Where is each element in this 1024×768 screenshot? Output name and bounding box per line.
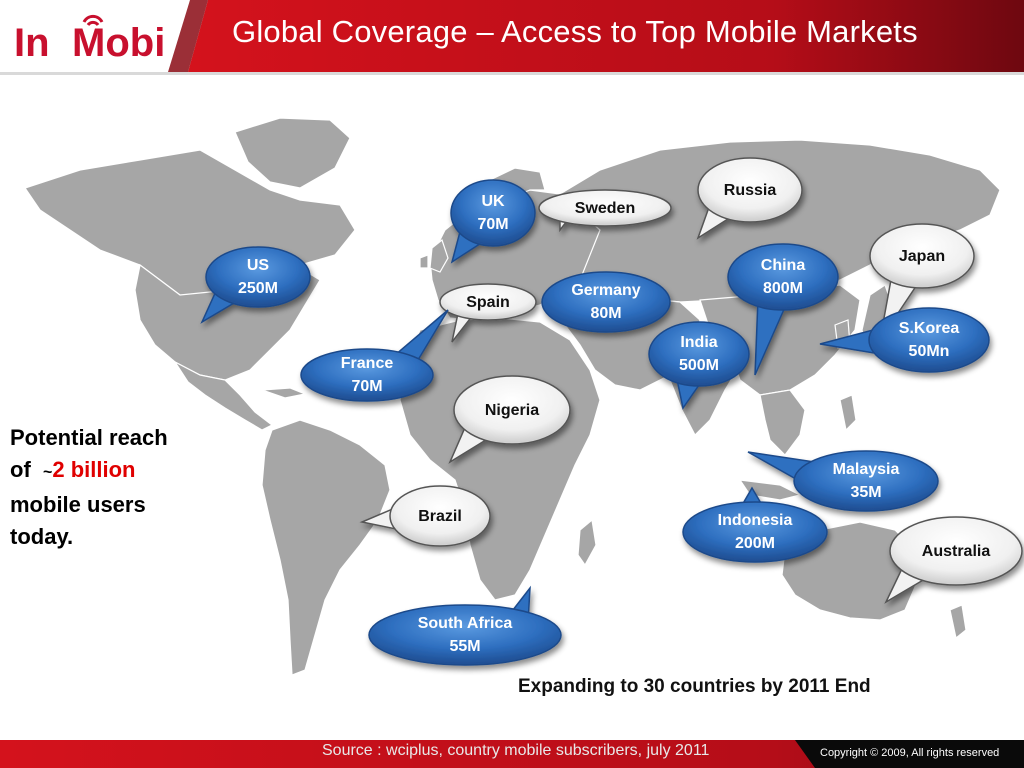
svg-text:Mobi: Mobi	[72, 21, 165, 64]
callout-fill	[207, 248, 309, 306]
market-label-russia: Russia	[698, 158, 802, 222]
market-label-australia: Australia	[890, 517, 1022, 585]
market-name: China	[760, 257, 806, 274]
callout-spain	[439, 283, 537, 343]
reach-statement: Potential reach of ~2 billion mobile use…	[10, 422, 210, 553]
callout-china	[727, 243, 839, 376]
market-value: 500M	[678, 357, 720, 374]
market-name: Malaysia	[832, 461, 900, 478]
callout-fill	[871, 225, 973, 287]
header-banner	[168, 0, 1024, 72]
market-name: S.Korea	[898, 320, 960, 337]
callout-india	[648, 321, 750, 410]
callout-uk	[450, 179, 536, 264]
market-label-france: France 70M	[301, 349, 433, 401]
market-name: Indonesia	[717, 512, 793, 529]
market-label-uk: UK 70M	[451, 180, 535, 246]
slide-header: In Mobi Global Coverage – Access to Top …	[0, 0, 1024, 72]
market-value: 50Mn	[908, 343, 950, 360]
market-name: Australia	[921, 542, 991, 560]
market-value: 80M	[590, 305, 622, 322]
market-label-japan: Japan	[870, 224, 974, 288]
callout-fill	[795, 452, 937, 510]
market-name: Russia	[723, 181, 777, 199]
callout-fill	[441, 285, 535, 319]
market-label-us: US 250M	[206, 247, 310, 307]
callout-brazil	[359, 485, 491, 547]
callout-nigeria	[448, 375, 571, 464]
market-name: Spain	[466, 293, 510, 311]
callout-us	[200, 246, 311, 324]
callout-fill	[684, 503, 826, 561]
market-value: 35M	[850, 484, 882, 501]
market-value: 55M	[449, 638, 481, 655]
svg-text:In: In	[14, 21, 50, 64]
callout-layer	[200, 157, 1023, 666]
market-name: France	[340, 355, 394, 372]
slide-footer: Source : wciplus, country mobile subscri…	[0, 740, 1024, 768]
reach-of: of	[10, 457, 31, 482]
world-map	[24, 117, 1023, 676]
market-label-malaysia: Malaysia 35M	[794, 451, 938, 511]
callout-germany	[541, 271, 671, 333]
reach-highlight: 2 billion	[52, 457, 136, 482]
market-label-skorea: S.Korea 50Mn	[869, 308, 989, 372]
callout-fill	[370, 606, 560, 664]
page-title: Global Coverage – Access to Top Mobile M…	[232, 14, 918, 49]
callout-japan	[869, 223, 975, 341]
footer-banner	[0, 740, 1024, 768]
market-value: 250M	[237, 280, 279, 297]
callout-russia	[696, 157, 803, 240]
market-name: South Africa	[417, 615, 513, 632]
market-value: 70M	[477, 216, 509, 233]
callout-sweden	[538, 189, 672, 233]
callout-fill	[891, 518, 1021, 584]
callout-france	[300, 309, 449, 402]
reach-tilde: ~	[43, 464, 53, 481]
reach-line4: today.	[10, 524, 74, 549]
callout-malaysia	[747, 450, 939, 512]
reach-line1: Potential reach	[10, 425, 168, 450]
market-label-sweden: Sweden	[539, 190, 671, 226]
source-note: Source : wciplus, country mobile subscri…	[322, 742, 710, 759]
market-label-germany: Germany 80M	[542, 272, 670, 332]
market-label-nigeria: Nigeria	[454, 376, 570, 444]
market-value: 200M	[734, 535, 776, 552]
callout-southafrica	[368, 585, 562, 666]
inmobi-logo: In Mobi	[12, 8, 172, 65]
header-divider	[0, 72, 1024, 75]
market-name: India	[680, 334, 718, 351]
callout-fill	[870, 309, 988, 371]
expansion-note: Expanding to 30 countries by 2011 End	[518, 676, 871, 697]
market-name: Germany	[571, 282, 641, 299]
callout-indonesia	[682, 486, 828, 563]
callout-skorea	[819, 307, 990, 373]
market-name: Brazil	[418, 507, 462, 525]
market-name: US	[246, 257, 270, 274]
market-name: UK	[481, 193, 505, 210]
callout-fill	[391, 487, 489, 545]
market-label-indonesia: Indonesia 200M	[683, 502, 827, 562]
callout-fill	[452, 181, 534, 245]
market-name: Sweden	[574, 199, 636, 217]
market-value: 800M	[762, 280, 803, 297]
market-value: 70M	[351, 378, 383, 395]
copyright-note: Copyright © 2009, All rights reserved	[820, 747, 1000, 759]
callout-fill	[699, 159, 801, 221]
callout-fill	[540, 191, 670, 225]
callout-fill	[455, 377, 569, 443]
market-name: Japan	[898, 247, 946, 265]
callout-fill	[302, 350, 432, 400]
market-label-india: India 500M	[649, 322, 749, 386]
market-name: Nigeria	[484, 401, 540, 419]
callout-fill	[650, 323, 748, 385]
callout-fill	[543, 273, 669, 331]
market-label-china: China 800M	[728, 244, 838, 310]
reach-line3: mobile users	[10, 492, 146, 517]
market-label-southafrica: South Africa 55M	[369, 605, 561, 665]
callout-australia	[884, 516, 1023, 604]
market-label-brazil: Brazil	[390, 486, 490, 546]
callout-fill	[729, 245, 837, 309]
market-label-spain: Spain	[440, 284, 536, 320]
